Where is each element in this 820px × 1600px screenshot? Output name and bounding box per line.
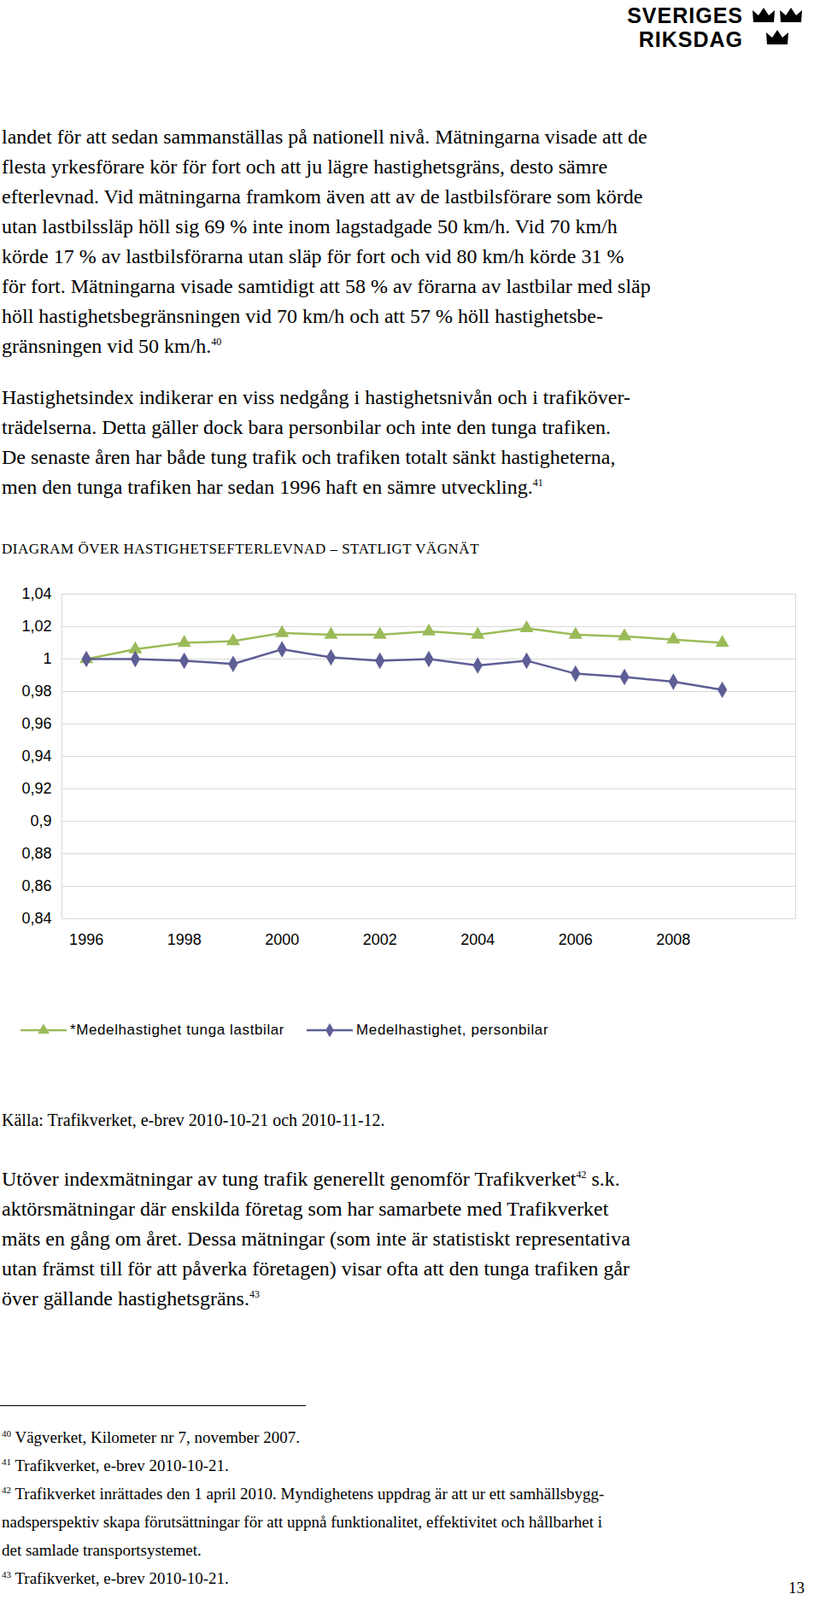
html-text:De senaste åren har både tung: De senaste åren har både tung trafik och… [1,445,616,469]
html-text:trädelserna. Detta gäller dock: trädelserna. Detta gäller dock bara pers… [1,415,611,439]
svg-text:1998: 1998 [167,931,202,949]
svg-text:0,92: 0,92 [21,779,52,797]
svg-text:2002: 2002 [363,931,398,949]
html-text:aktörsmätningar där enskilda f: aktörsmätningar där enskilda företag som… [1,1197,609,1220]
html-text:över gällande hastighetsgräns.: över gällande hastighetsgräns.43 [1,1287,260,1310]
html-text:Utöver indexmätningar av tung: Utöver indexmätningar av tung trafik gen… [1,1167,620,1190]
svg-text:0,88: 0,88 [21,844,52,862]
html-text:det samlade transportsystemet.: det samlade transportsystemet. [1,1540,202,1559]
html-text:nadsperspektiv skapa förutsätt: nadsperspektiv skapa förutsättningar för… [1,1512,603,1531]
html-text:43Trafikverket, e-brev 2010-10: 43Trafikverket, e-brev 2010-10-21. [1,1569,229,1588]
html-text:40Vägverket, Kilometer nr 7, n: 40Vägverket, Kilometer nr 7, november 20… [1,1428,300,1447]
svg-text:0,94: 0,94 [21,747,52,765]
svg-text:1,02: 1,02 [21,617,52,635]
svg-text:0,98: 0,98 [21,682,52,700]
html-text:mäts en gång om året. Dessa mä: mäts en gång om året. Dessa mätningar (s… [1,1227,631,1250]
svg-text:2004: 2004 [460,931,495,949]
svg-text:1: 1 [42,650,52,668]
svg-text:1,04: 1,04 [21,585,52,603]
html-text:för fort. Mätningarna visade s: för fort. Mätningarna visade samtidigt a… [1,275,651,298]
html-text:*Medelhastighet tunga lastbila: *Medelhastighet tunga lastbilar [70,1021,285,1038]
html-text:gränsningen vid 50 km/h.40: gränsningen vid 50 km/h.40 [1,334,222,358]
svg-text:0,96: 0,96 [21,714,52,733]
html-text:41Trafikverket, e-brev 2010-10: 41Trafikverket, e-brev 2010-10-21. [1,1456,229,1475]
html-text:körde 17 % av lastbilsförarna: körde 17 % av lastbilsförarna utan släp … [1,245,624,268]
html-text:efterlevnad. Vid mätningarna f: efterlevnad. Vid mätningarna framkom äve… [1,185,643,208]
svg-text:0,9: 0,9 [29,812,52,830]
html-text:höll hastighetsbegränsningen v: höll hastighetsbegränsningen vid 70 km/h… [1,304,603,328]
svg-text:0,86: 0,86 [21,877,52,895]
html-text:landet för att sedan sammanstä: landet för att sedan sammanställas på na… [1,125,648,148]
html-text:Källa: Trafikverket, e-brev 20: Källa: Trafikverket, e-brev 2010-10-21 o… [1,1110,385,1130]
html-text:utan lastbilssläp höll sig 69: utan lastbilssläp höll sig 69 % inte ino… [1,215,618,238]
svg-text:0,84: 0,84 [21,909,52,927]
svg-text:2000: 2000 [264,931,299,949]
html-text:42Trafikverket inrättades den: 42Trafikverket inrättades den 1 april 20… [1,1484,605,1503]
html-text:Medelhastighet, personbilar: Medelhastighet, personbilar [356,1021,549,1038]
svg-text:1996: 1996 [69,931,104,949]
html-text:RIKSDAG: RIKSDAG [638,27,744,52]
html-text:DIAGRAM ÖVER HASTIGHETSEFTERLE: DIAGRAM ÖVER HASTIGHETSEFTERLEVNAD – STA… [1,540,480,557]
html-text:men den tunga trafiken har sed: men den tunga trafiken har sedan 1996 ha… [1,475,544,498]
svg-text:2008: 2008 [656,931,691,949]
html-text:utan främst till för att påver: utan främst till för att påverka företag… [1,1257,630,1280]
html-text:flesta yrkesförare kör för for: flesta yrkesförare kör för fort och att … [1,155,608,178]
html-text:SVERIGES: SVERIGES [627,3,744,28]
html-text:13: 13 [788,1578,805,1597]
svg-text:2006: 2006 [558,931,593,949]
html-text:Hastighetsindex indikerar en v: Hastighetsindex indikerar en viss nedgån… [1,386,631,409]
